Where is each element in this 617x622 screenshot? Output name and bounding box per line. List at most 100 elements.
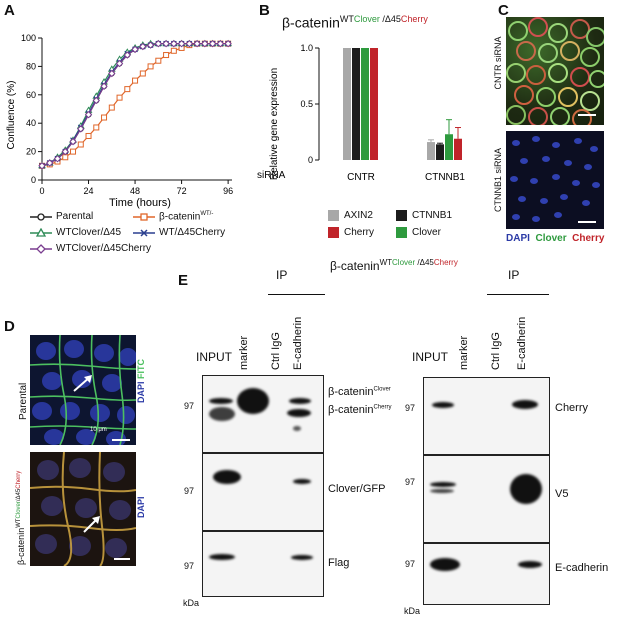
bar — [454, 138, 462, 160]
data-point — [84, 110, 93, 119]
y-tick-label: 0 — [308, 155, 313, 165]
ip-label-left: IP — [276, 268, 288, 282]
data-point — [147, 63, 154, 70]
panel-a-letter: A — [4, 2, 15, 19]
data-point — [170, 47, 177, 54]
lane-ctrl-igg-right: Ctrl IgG — [490, 332, 502, 370]
panel-b-title: β-cateninWTClover /Δ45Cherry — [282, 14, 428, 31]
panel-d-bcat-label: β-cateninWTClover/Δ45Cherry — [16, 470, 26, 565]
circle-marker-icon — [30, 213, 52, 221]
data-point — [224, 39, 232, 48]
ip-bracket-right — [487, 294, 549, 295]
data-point — [131, 45, 139, 54]
bar — [361, 48, 369, 160]
data-point — [155, 57, 162, 64]
bcat-cells-image — [30, 452, 136, 566]
diamond-marker-icon — [30, 244, 52, 254]
x-marker-icon — [133, 229, 155, 237]
bcat-micrograph — [30, 452, 136, 566]
mw-97-4: 97 — [405, 403, 416, 413]
x-tick-label: 24 — [84, 186, 94, 196]
panel-d-parental-label: Parental — [18, 382, 29, 420]
label-flag: Flag — [328, 557, 350, 569]
x-tick-label: 96 — [223, 186, 233, 196]
y-tick-label: 1.0 — [300, 43, 313, 53]
data-point — [124, 86, 131, 93]
series-line-3 — [41, 43, 229, 167]
label-ecadherin: E-cadherin — [555, 562, 609, 574]
data-point — [177, 39, 186, 48]
data-point — [61, 147, 69, 156]
data-point — [216, 39, 225, 48]
lane-input-right: INPUT — [412, 350, 448, 364]
blot-cherry — [423, 377, 550, 455]
series-line-2 — [41, 43, 229, 167]
category-label: CTNNB1 — [425, 172, 465, 183]
mw-97-5: 97 — [405, 477, 416, 487]
data-point — [154, 39, 163, 48]
label-bcat-cherry: β-cateninCherry — [328, 404, 392, 416]
y-axis-label: Relative gene expression — [269, 68, 280, 180]
gene-expression-bar-chart: Relative gene expression siRNA 0 0.5 1.0 C… — [257, 43, 465, 183]
bar — [445, 134, 453, 160]
ip-label-right: IP — [508, 268, 520, 282]
x-tick-label: 48 — [130, 186, 140, 196]
blot-clover-gfp — [202, 453, 324, 531]
bar — [427, 142, 435, 160]
bar — [370, 48, 378, 160]
lane-marker-left: marker — [238, 335, 250, 370]
data-point — [93, 124, 100, 131]
category-label: CNTR — [347, 172, 375, 183]
data-point — [108, 104, 115, 111]
panel-a-legend: Parental β-cateninWT/- WTClover/Δ45 WT/Δ… — [30, 211, 260, 306]
lane-ecad-right: E-cadherin — [516, 316, 528, 370]
y-tick-label: 0.5 — [300, 99, 313, 109]
data-point — [85, 132, 92, 139]
data-point — [193, 39, 201, 48]
parental-cells-image — [30, 335, 136, 445]
data-point — [69, 137, 77, 146]
data-point — [101, 114, 108, 121]
data-point — [108, 69, 116, 78]
mw-97-1: 97 — [184, 401, 195, 411]
blot-flag — [202, 531, 324, 597]
mw-97-6: 97 — [405, 559, 416, 569]
lane-ctrl-igg-left: Ctrl IgG — [270, 332, 282, 370]
data-point — [208, 39, 217, 48]
data-point — [170, 39, 178, 48]
y-tick-label: 60 — [26, 90, 36, 100]
label-cherry: Cherry — [555, 402, 589, 414]
cells-image — [506, 17, 604, 125]
data-point — [163, 52, 170, 59]
series-line-0 — [41, 43, 229, 167]
panel-d-top-stains: DAPI FITC — [136, 358, 146, 403]
label-bcat-clover: β-cateninClover — [328, 386, 391, 398]
data-point — [77, 125, 85, 133]
siRNA-label: siRNA — [257, 170, 286, 181]
legend-label: WTClover/Δ45 — [56, 227, 122, 238]
ip-bracket-left — [268, 294, 325, 295]
data-point — [70, 148, 77, 155]
data-point — [116, 94, 123, 101]
panel-b-legend: AXIN2 CTNNB1 Cherry Clover — [328, 210, 498, 244]
mw-97-3: 97 — [184, 561, 195, 571]
parental-micrograph: 10 μm — [30, 335, 136, 445]
y-tick-label: 0 — [31, 175, 36, 185]
blot-ecadherin — [423, 543, 550, 605]
panel-c-letter: C — [498, 2, 509, 19]
mw-97-2: 97 — [184, 486, 195, 496]
data-point — [46, 159, 54, 167]
data-point — [38, 162, 46, 170]
blot-v5 — [423, 455, 550, 543]
data-point — [77, 141, 84, 148]
kda-label-right: kDa — [404, 606, 421, 616]
data-point — [146, 41, 155, 49]
panel-e-letter: E — [178, 272, 189, 289]
y-tick-label: 40 — [26, 118, 36, 128]
x-axis-label: Time (hours) — [109, 197, 171, 209]
y-tick-label: 20 — [26, 147, 36, 157]
y-tick-label: 100 — [21, 33, 36, 43]
label-v5: V5 — [555, 488, 569, 500]
y-tick-label: 80 — [26, 61, 36, 71]
triangle-marker-icon — [30, 228, 52, 237]
